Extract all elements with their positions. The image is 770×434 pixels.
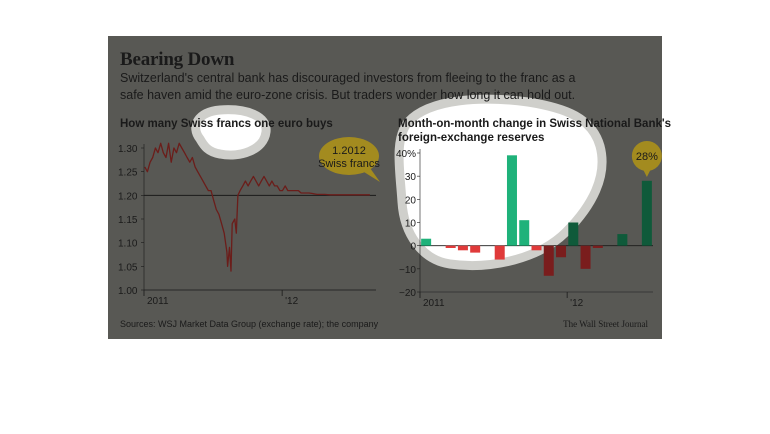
- reserve-change-bar: [494, 245, 505, 260]
- x-tick-label: 2011: [147, 296, 169, 307]
- right-chart: 40% 30 20 10 0 −10 −20 2011 '12 28%: [396, 141, 662, 309]
- annotation-unit: Swiss francs: [318, 158, 380, 170]
- left-chart-title: How many Swiss francs one euro buys: [120, 118, 333, 130]
- right-chart-title-line-1: Month-on-month change in Swiss National …: [398, 118, 671, 130]
- reserve-change-bar: [506, 155, 517, 246]
- reserve-change-bar: [470, 245, 481, 253]
- annotation-value: 28%: [636, 151, 658, 163]
- x-tick-label: 2011: [423, 298, 445, 309]
- y-tick-label: 1.05: [118, 262, 138, 273]
- mask-blob-right: [394, 94, 607, 271]
- annotation-pointer: [364, 168, 380, 182]
- reserve-change-bar: [592, 245, 603, 248]
- y-tick-label: 20: [405, 195, 417, 206]
- annotation-bubble: [631, 141, 662, 171]
- source-note: Sources: WSJ Market Data Group (exchange…: [120, 319, 379, 329]
- chart-canvas: 1.30 1.25 1.20 1.15 1.10 1.05 1.00 2011 '12 1.201…: [118, 94, 662, 309]
- reserve-change-bar: [457, 245, 468, 251]
- y-tick-label: 1.30: [118, 144, 138, 155]
- x-tick-label: '12: [570, 298, 583, 309]
- x-tick-label: '12: [285, 296, 298, 307]
- y-tick-label: −20: [399, 288, 416, 299]
- y-tick-label: 0: [410, 242, 416, 253]
- graphic-panel: 1.30 1.25 1.20 1.15 1.10 1.05 1.00 2011 '12 1.201…: [108, 36, 671, 339]
- y-tick-label: 1.20: [118, 191, 138, 202]
- reserve-change-bar: [519, 220, 530, 246]
- subtitle-line-2: safe haven amid the euro-zone crisis. Bu…: [120, 88, 576, 102]
- reserve-change-bar: [543, 245, 554, 276]
- reserve-change-bar: [641, 180, 652, 246]
- reserve-change-bar: [531, 245, 542, 251]
- graphic-title: Bearing Down: [120, 49, 235, 70]
- y-tick-label: 1.10: [118, 239, 138, 250]
- annotation-bubble: [319, 137, 379, 175]
- annotation-value: 1.2012: [332, 145, 366, 157]
- reserve-change-bar: [617, 234, 628, 246]
- reserve-change-bar: [580, 245, 591, 269]
- subtitle-line-1: Switzerland's central bank has discourag…: [120, 71, 576, 85]
- y-tick-label: 40%: [396, 149, 416, 160]
- annotation-pointer: [642, 169, 651, 177]
- y-tick-label: 1.00: [118, 286, 138, 297]
- y-tick-label: 30: [405, 172, 417, 183]
- reserve-change-bar: [568, 222, 579, 246]
- reserve-change-bar: [421, 238, 432, 246]
- publisher-credit: The Wall Street Journal: [563, 319, 648, 329]
- reserve-change-bar: [445, 245, 456, 248]
- y-tick-label: −10: [399, 265, 416, 276]
- right-chart-title-line-2: foreign-exchange reserves: [398, 132, 545, 144]
- left-chart: 1.30 1.25 1.20 1.15 1.10 1.05 1.00 2011 '12 1.201…: [118, 137, 380, 307]
- exchange-rate-line: [144, 142, 370, 272]
- mask-blob-left: [191, 105, 271, 160]
- y-tick-label: 1.25: [118, 168, 138, 179]
- y-tick-label: 1.15: [118, 215, 138, 226]
- reserve-change-bar: [556, 245, 567, 258]
- y-tick-label: 10: [405, 219, 417, 230]
